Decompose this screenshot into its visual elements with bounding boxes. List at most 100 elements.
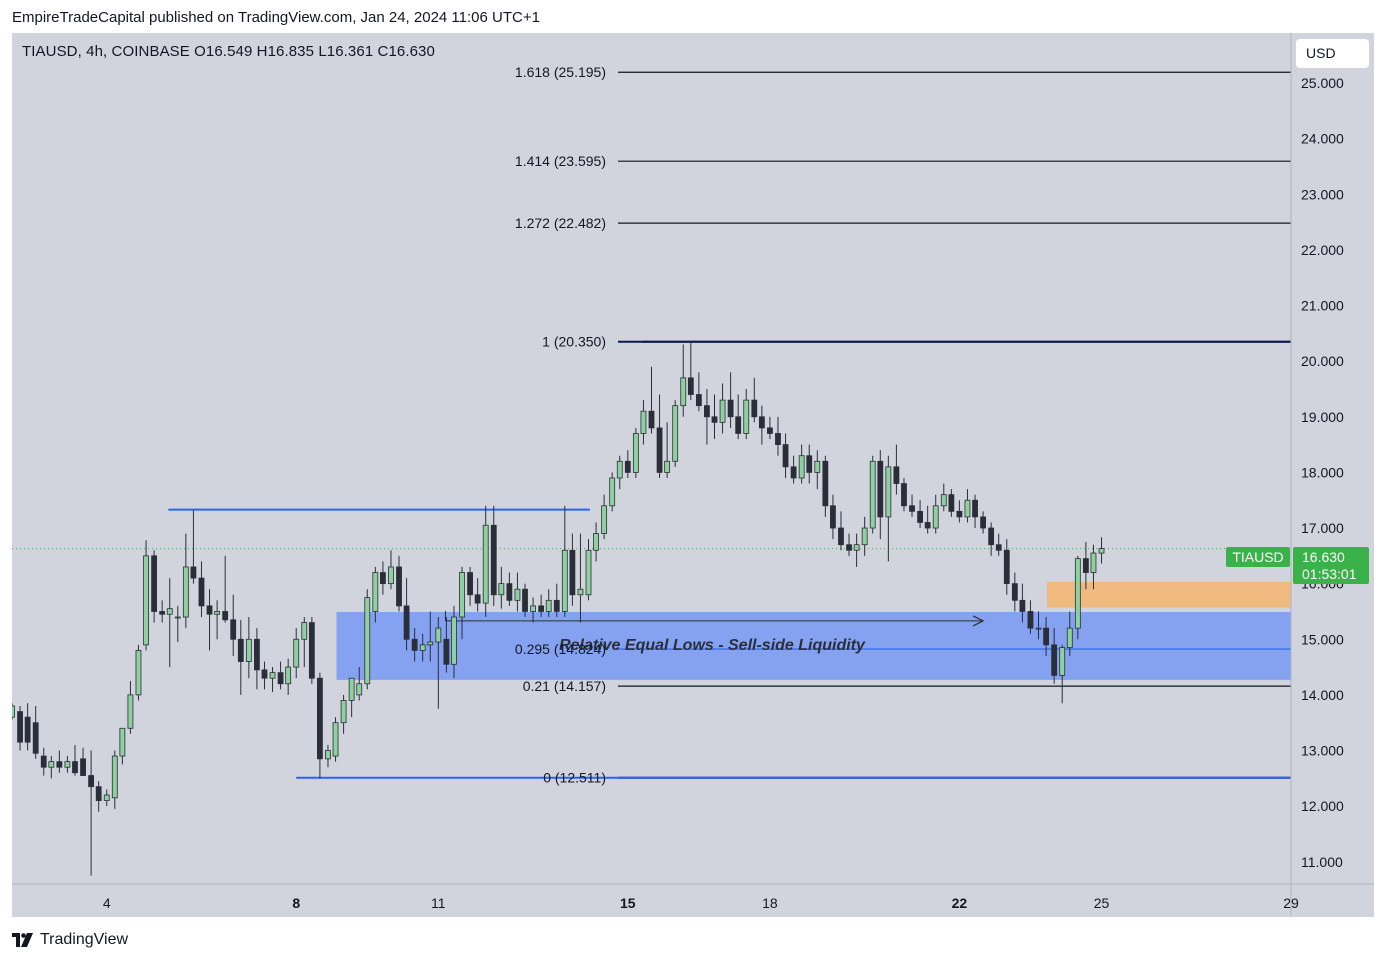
candle[interactable]: [601, 494, 608, 540]
candle[interactable]: [624, 450, 631, 478]
candle[interactable]: [964, 489, 971, 523]
candle[interactable]: [924, 505, 931, 534]
candle[interactable]: [877, 450, 884, 540]
candle[interactable]: [237, 619, 244, 695]
candle[interactable]: [88, 750, 95, 876]
candle[interactable]: [530, 597, 536, 623]
order-block[interactable]: [1047, 581, 1291, 608]
candle[interactable]: [790, 455, 797, 484]
candle[interactable]: [396, 555, 402, 612]
candle[interactable]: [40, 747, 47, 776]
candle[interactable]: [32, 706, 39, 759]
candle[interactable]: [664, 422, 671, 478]
candle[interactable]: [1011, 572, 1018, 612]
candle[interactable]: [159, 600, 166, 623]
candle[interactable]: [230, 594, 237, 656]
candle[interactable]: [972, 494, 978, 529]
candle[interactable]: [814, 450, 821, 490]
candle[interactable]: [301, 617, 308, 668]
candle[interactable]: [719, 383, 726, 434]
candle[interactable]: [545, 589, 552, 618]
candle[interactable]: [435, 617, 442, 709]
candle[interactable]: [640, 400, 647, 445]
candle[interactable]: [24, 703, 31, 751]
candle[interactable]: [459, 566, 465, 640]
candle[interactable]: [411, 628, 418, 662]
tradingview-logo[interactable]: TradingView: [12, 929, 128, 951]
candle[interactable]: [506, 572, 513, 606]
candle[interactable]: [308, 617, 315, 684]
candle[interactable]: [182, 533, 189, 629]
candle[interactable]: [861, 516, 868, 556]
candle[interactable]: [325, 744, 331, 768]
candle[interactable]: [474, 578, 481, 612]
candle[interactable]: [222, 555, 229, 623]
candle[interactable]: [885, 455, 892, 562]
candle[interactable]: [767, 416, 773, 440]
candle[interactable]: [680, 344, 687, 417]
candle[interactable]: [403, 578, 410, 651]
candle[interactable]: [830, 494, 836, 540]
candle[interactable]: [758, 405, 765, 445]
candle[interactable]: [1035, 611, 1042, 640]
candle[interactable]: [948, 489, 955, 517]
candle[interactable]: [174, 605, 181, 643]
candle[interactable]: [348, 677, 355, 718]
candle[interactable]: [1043, 617, 1049, 656]
candle[interactable]: [751, 377, 758, 423]
candle[interactable]: [1090, 544, 1097, 590]
candle[interactable]: [427, 611, 434, 662]
candle[interactable]: [711, 394, 718, 440]
candle[interactable]: [1027, 600, 1034, 634]
liquidity-zone[interactable]: [336, 612, 1291, 680]
candle[interactable]: [277, 661, 284, 690]
candle[interactable]: [1019, 583, 1026, 623]
candle[interactable]: [285, 658, 292, 695]
time-axis[interactable]: 4 8 11 15 18 22 25 29: [103, 895, 1299, 911]
candle[interactable]: [482, 505, 489, 618]
candle[interactable]: [687, 341, 694, 401]
candle[interactable]: [198, 561, 205, 618]
candle[interactable]: [64, 756, 71, 773]
candle[interactable]: [332, 717, 339, 762]
candle[interactable]: [17, 706, 23, 751]
candle[interactable]: [340, 694, 347, 734]
candle[interactable]: [135, 644, 142, 701]
price-axis[interactable]: 11.00012.00013.00014.00015.00016.00017.0…: [1301, 75, 1344, 870]
candle[interactable]: [704, 388, 710, 445]
candle[interactable]: [48, 756, 55, 779]
candle[interactable]: [988, 522, 995, 556]
liquidity-annotation[interactable]: Relative Equal Lows - Sell-side Liquidit…: [559, 637, 866, 654]
candle[interactable]: [1074, 555, 1081, 640]
candle[interactable]: [893, 444, 900, 495]
candle[interactable]: [656, 394, 663, 478]
candle[interactable]: [632, 427, 639, 478]
candle[interactable]: [190, 510, 197, 584]
candle[interactable]: [498, 566, 505, 609]
candle[interactable]: [940, 483, 947, 512]
candle[interactable]: [585, 539, 592, 601]
candle[interactable]: [917, 500, 923, 529]
candle[interactable]: [853, 533, 860, 567]
candle[interactable]: [80, 747, 86, 776]
currency-button[interactable]: USD: [1296, 39, 1369, 68]
candle[interactable]: [932, 494, 939, 534]
chart-canvas[interactable]: Relative Equal Lows - Sell-side Liquidit…: [12, 33, 1374, 917]
candle[interactable]: [166, 578, 173, 668]
candle[interactable]: [1082, 541, 1089, 590]
candle[interactable]: [1059, 644, 1066, 704]
candle[interactable]: [269, 667, 276, 693]
candle[interactable]: [553, 583, 560, 618]
candle[interactable]: [822, 455, 829, 517]
candle[interactable]: [293, 628, 300, 679]
candle[interactable]: [1003, 539, 1010, 595]
candle[interactable]: [806, 444, 813, 484]
candle[interactable]: [388, 550, 394, 590]
candle[interactable]: [838, 511, 844, 551]
symbol-info[interactable]: TIAUSD, 4h, COINBASE O16.549 H16.835 L16…: [22, 43, 435, 60]
candle[interactable]: [214, 600, 221, 640]
candle[interactable]: [254, 628, 260, 690]
candle[interactable]: [909, 494, 915, 517]
candle[interactable]: [111, 750, 118, 809]
candle[interactable]: [569, 533, 576, 606]
